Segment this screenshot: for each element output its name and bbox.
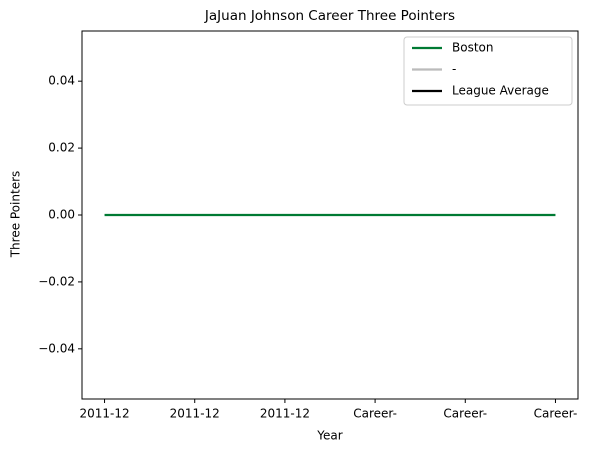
y-tick-label: −0.04	[38, 341, 75, 355]
x-tick-label: Career-	[353, 407, 397, 421]
legend-label: -	[452, 62, 456, 76]
y-axis-label: Three Pointers	[9, 171, 23, 259]
legend-box	[403, 36, 573, 106]
x-tick-label: 2011-12	[79, 407, 129, 421]
x-tick-label: Career-	[534, 407, 578, 421]
legend-label: Boston	[452, 41, 493, 55]
x-tick-label: 2011-12	[170, 407, 220, 421]
chart-title: JaJuan Johnson Career Three Pointers	[204, 8, 455, 24]
plot-frame	[81, 30, 579, 400]
y-tick-label: −0.02	[38, 274, 75, 288]
legend-label: League Average	[452, 84, 549, 98]
y-tick-label: 0.04	[48, 74, 75, 88]
x-tick-label: 2011-12	[260, 407, 310, 421]
y-tick-label: 0.00	[48, 208, 75, 222]
x-axis-label: Year	[316, 429, 342, 443]
y-tick-label: 0.02	[48, 141, 75, 155]
x-tick-label: Career-	[443, 407, 487, 421]
